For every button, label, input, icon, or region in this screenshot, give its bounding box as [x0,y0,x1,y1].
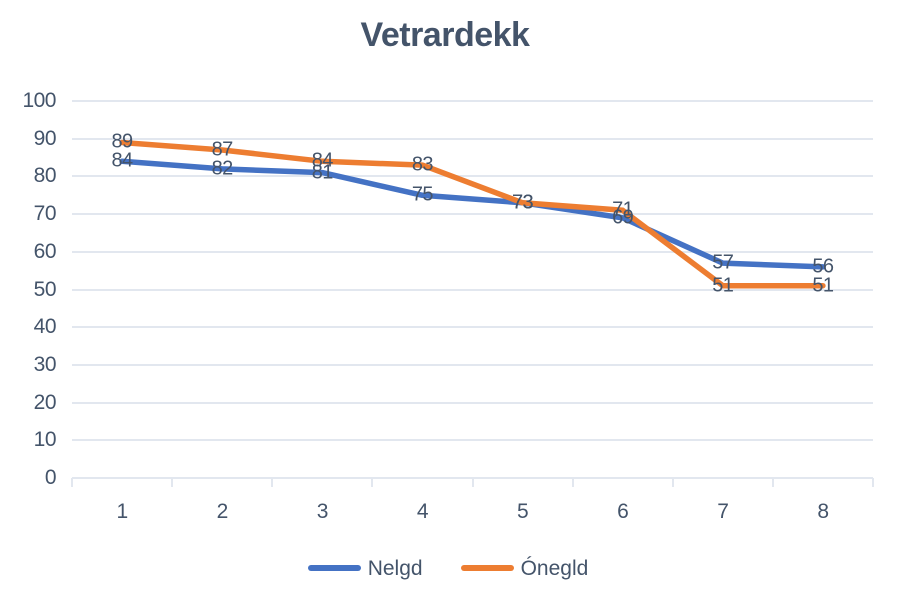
data-label-nelgd: 57 [712,251,734,274]
y-axis-tick-label: 70 [33,202,57,226]
series-line-ónegld [119,139,826,289]
legend-item-nelgd: Nelgd [307,556,423,580]
data-label-ónegld: 73 [511,191,534,214]
y-axis-tick-label: 10 [33,428,57,452]
gridline [72,213,873,216]
x-axis-tick-label: 1 [116,500,128,523]
x-axis-tick [671,478,674,487]
x-axis-tick-label: 7 [717,500,729,523]
legend-label-nelgd: Nelgd [367,556,423,580]
x-axis-tick [171,478,174,487]
data-label-ónegld: 84 [311,149,334,172]
data-label-nelgd: 56 [812,255,834,278]
legend-item-onegld: Ónegld [460,556,589,580]
data-label-ónegld: 87 [211,138,234,161]
data-label-nelgd: 75 [411,183,434,206]
data-label-nelgd: 82 [211,157,234,180]
data-label-nelgd: 73 [511,191,534,214]
series-line-nelgd [119,158,826,270]
plot-area [72,100,873,479]
y-axis-tick-label: 90 [33,126,57,150]
legend-label-onegld: Ónegld [520,556,589,580]
y-axis-tick-label: 60 [33,239,57,263]
y-axis-tick-label: 20 [33,390,57,414]
x-axis-tick-label: 8 [817,500,829,523]
y-axis-tick-label: 0 [44,466,57,490]
x-axis-tick-label: 3 [316,500,329,523]
x-axis-tick [371,478,374,487]
data-label-ónegld: 71 [612,198,634,221]
data-label-ónegld: 89 [111,131,133,154]
x-axis-tick-label: 5 [516,500,529,523]
x-axis-tick [571,478,574,487]
legend: Nelgd Ónegld [0,552,896,584]
gridline [72,401,873,404]
data-label-nelgd: 84 [111,149,133,172]
legend-swatch-nelgd [307,565,361,571]
y-axis-tick-label: 100 [22,89,56,113]
data-label-nelgd: 69 [612,206,634,229]
y-axis-tick-label: 50 [33,277,57,301]
y-axis-tick-label: 80 [33,164,57,188]
x-axis-tick [71,478,73,487]
data-label-nelgd: 81 [311,161,334,184]
gridline [72,288,873,291]
x-axis-tick [771,478,774,487]
x-axis-tick [471,478,474,487]
data-label-ónegld: 83 [411,153,434,176]
x-axis-tick-label: 6 [617,500,629,523]
x-axis-tick [271,478,274,487]
gridline [72,250,873,253]
data-label-ónegld: 51 [712,274,734,297]
data-label-ónegld: 51 [812,274,834,297]
gridline [72,175,873,178]
gridline [72,326,873,329]
gridline [72,100,873,102]
gridline [72,363,873,366]
y-axis-tick-label: 30 [33,352,57,376]
x-axis-tick-label: 4 [416,500,429,523]
y-axis-tick-label: 40 [33,315,57,339]
gridline [72,137,873,140]
x-axis-tick-label: 2 [216,500,229,523]
legend-swatch-onegld [460,565,514,571]
x-axis-tick [872,478,874,487]
gridline [72,439,873,442]
series-lines [119,139,826,289]
chart-title: Vetrardekk [360,16,530,54]
